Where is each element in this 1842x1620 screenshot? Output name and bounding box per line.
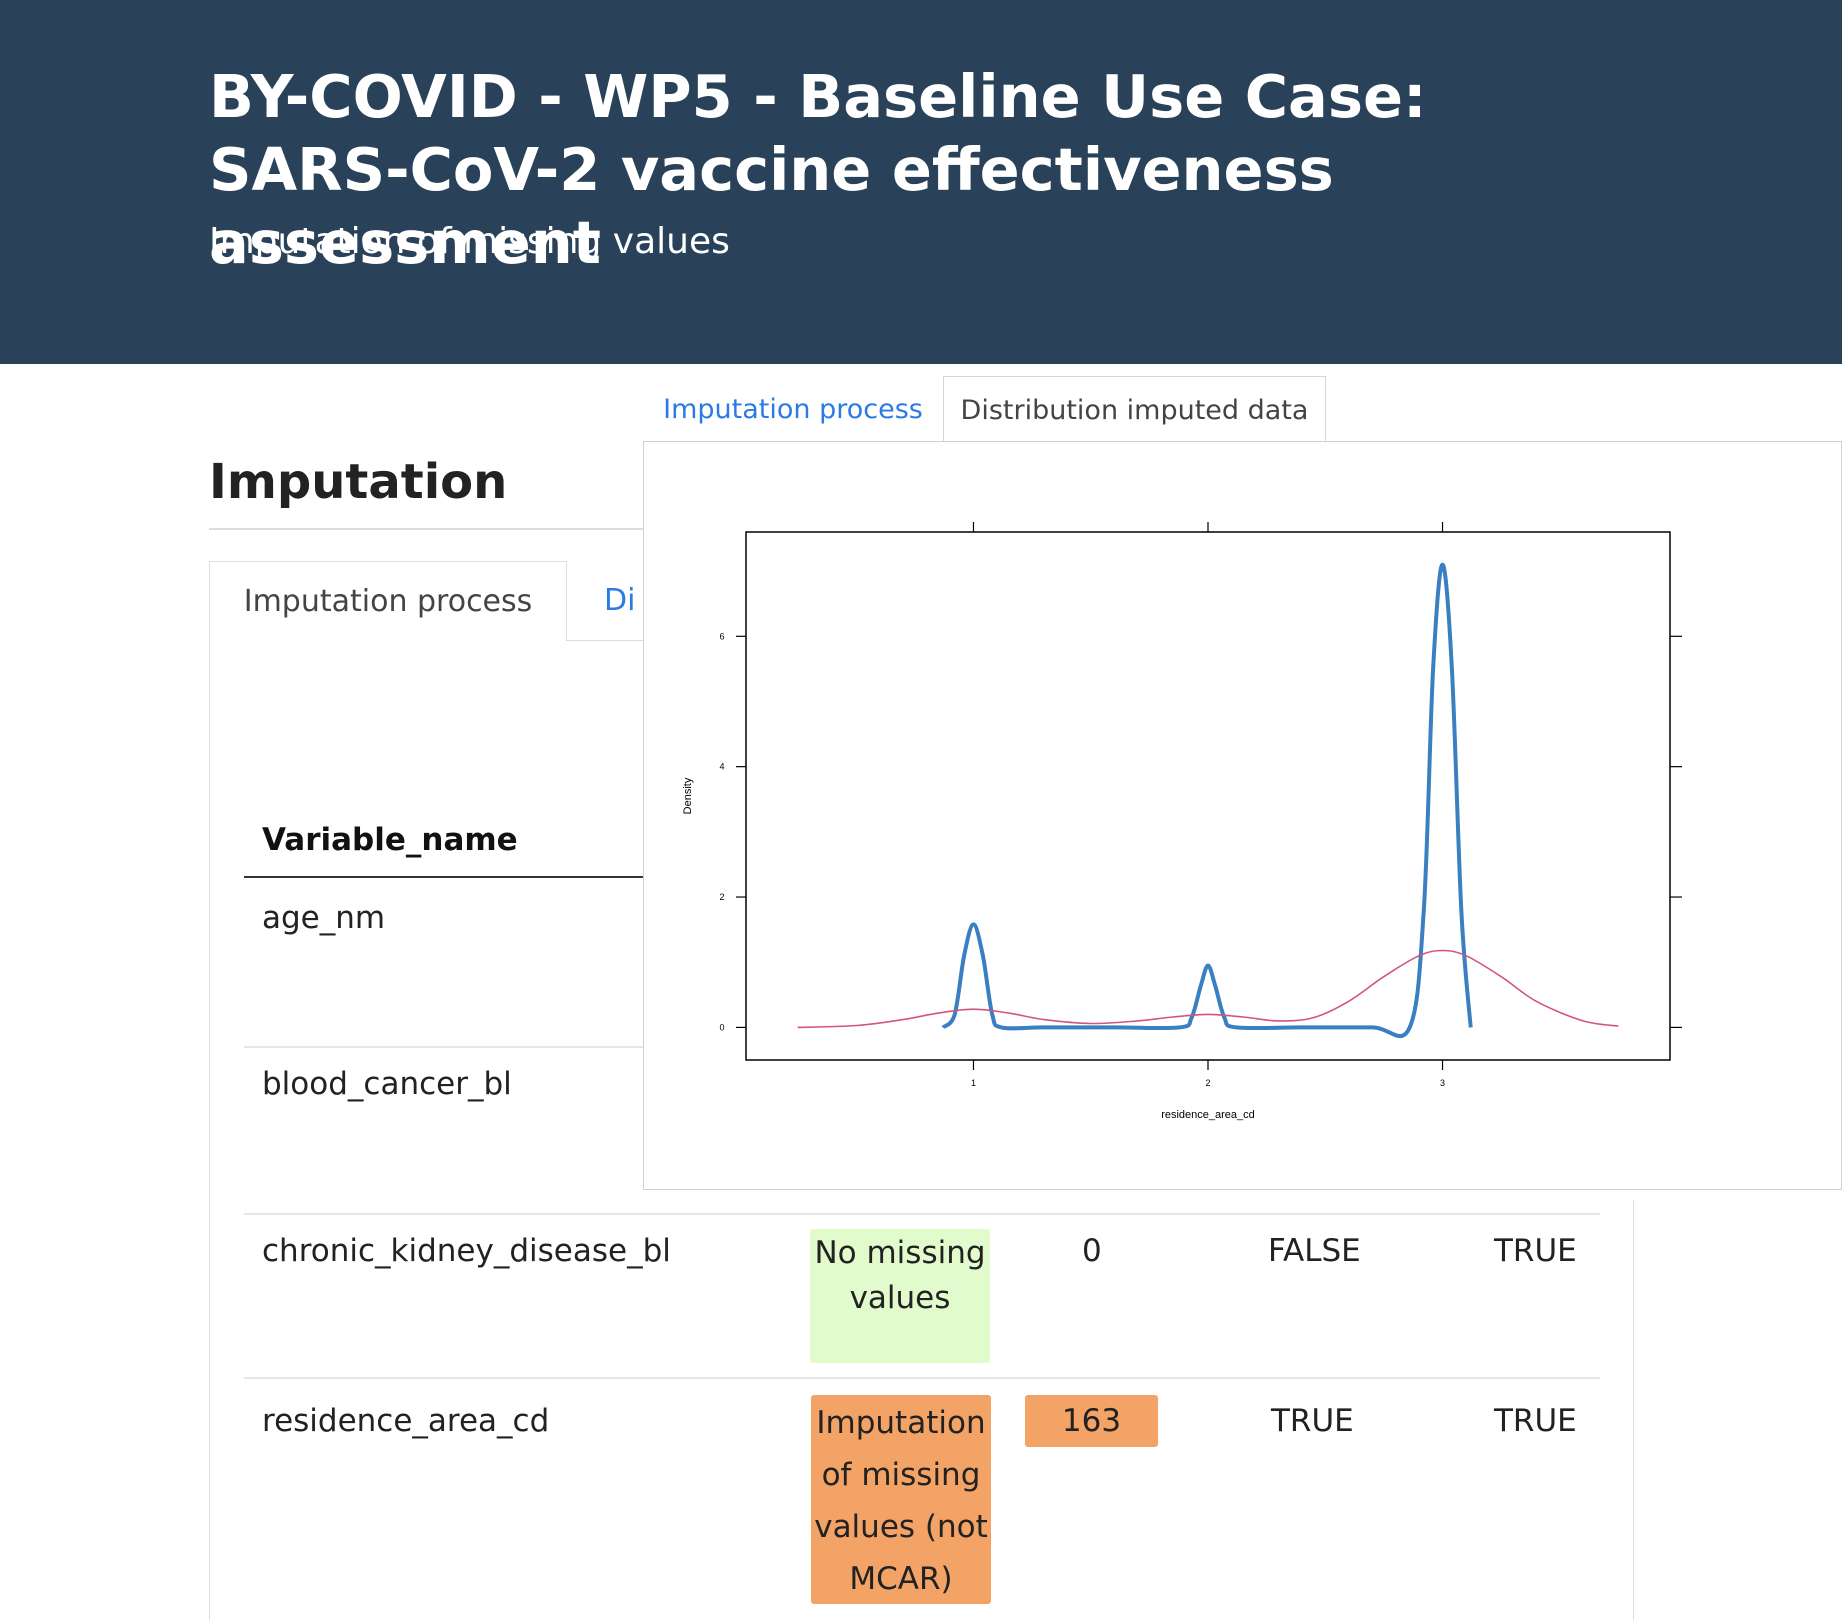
table-row-chronic-kidney-disease-bl: chronic_kidney_disease_bl [262,1233,671,1269]
column-header-variable-name: Variable_name [262,822,518,858]
table-header-rule [244,876,664,878]
x-axis-label: residence_area_cd [1161,1109,1255,1121]
missing-count: 0 [1082,1233,1102,1269]
page-subtitle: Imputation of missing values [209,221,730,262]
series-lines [797,562,1619,1039]
x-tick-label: 2 [1205,1078,1210,1088]
y-tick-label: 6 [719,631,724,641]
tab-imputation-process[interactable]: Imputation process [209,561,567,641]
y-tick-label: 2 [719,892,724,902]
table-cell: TRUE [1494,1233,1577,1269]
section-divider [209,528,659,530]
x-tick-label: 3 [1440,1078,1445,1088]
imputed-density-line [797,949,1619,1029]
distribution-panel [643,441,1842,1190]
x-tick-label: 1 [971,1078,976,1088]
axis-ticks: 1 2 3 0 2 4 6 [719,522,1682,1088]
status-badge-imputation: Imputation of missing values (not MCAR) [811,1395,991,1604]
row-divider [244,1046,664,1048]
tab-distribution-imputed-data[interactable]: Di [604,583,636,618]
section-title: Imputation [209,454,508,510]
table-cell: TRUE [1494,1403,1577,1439]
page-title: BY-COVID - WP5 - Baseline Use Case: SARS… [209,62,1427,277]
overlay-tab-imputation-process[interactable]: Imputation process [663,394,923,425]
table-cell: TRUE [1271,1403,1354,1439]
panel-border-right [1633,1200,1634,1620]
status-badge-no-missing: No missing values [810,1229,990,1363]
observed-density-line [941,562,1473,1039]
panel-border-left [209,640,210,1370]
table-row-residence-area-cd: residence_area_cd [262,1403,550,1439]
row-divider [244,1377,1600,1379]
page-header: BY-COVID - WP5 - Baseline Use Case: SARS… [0,0,1842,364]
table-row-age-nm: age_nm [262,900,386,936]
overlay-tab-distribution-imputed-data[interactable]: Distribution imputed data [943,376,1326,443]
row-divider [244,1213,1600,1215]
missing-count-badge: 163 [1025,1395,1158,1447]
y-axis-label: Density [682,777,694,814]
table-cell: FALSE [1268,1233,1361,1269]
panel-border-left-lower [209,1370,210,1620]
table-row-blood-cancer-bl: blood_cancer_bl [262,1066,512,1102]
y-tick-label: 4 [719,762,724,772]
y-tick-label: 0 [719,1022,724,1032]
plot-frame [745,531,1671,1061]
density-plot: 1 2 3 0 2 4 6 residence_area_cd Density [682,522,1682,1121]
